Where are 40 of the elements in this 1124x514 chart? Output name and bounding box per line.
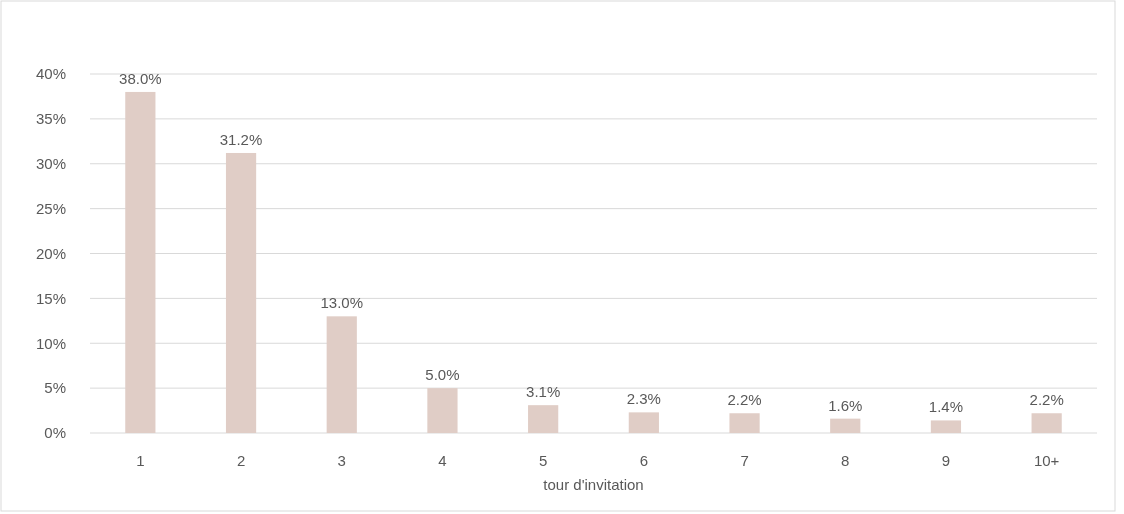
- data-label: 5.0%: [425, 366, 460, 384]
- x-axis-title: tour d'invitation: [543, 476, 644, 493]
- bar: [628, 412, 659, 433]
- bar: [930, 420, 962, 433]
- y-tick-label: 30%: [35, 155, 66, 172]
- data-label: 3.1%: [526, 383, 561, 401]
- x-tick-label: 4: [438, 452, 447, 469]
- x-tick-label: 2: [236, 452, 246, 469]
- y-tick-label: 20%: [35, 244, 66, 262]
- x-tick-label: 1: [136, 452, 145, 469]
- y-tick-label: 40%: [35, 65, 66, 83]
- bar: [1031, 413, 1062, 433]
- bar: [326, 316, 357, 433]
- y-tick-label: 35%: [35, 110, 66, 128]
- y-tick-label: 0%: [44, 424, 66, 442]
- data-label: 1.4%: [928, 398, 964, 416]
- x-tick-label: 5: [538, 452, 548, 469]
- x-tick-label: 3: [337, 452, 346, 469]
- bar: [225, 152, 257, 433]
- x-tick-label: 6: [639, 452, 649, 469]
- x-tick-label: 9: [941, 452, 951, 469]
- bar: [125, 91, 156, 433]
- x-tick-label: 10+: [1033, 452, 1060, 469]
- data-label: 2.2%: [727, 391, 762, 409]
- x-tick-label: 7: [740, 452, 749, 469]
- data-label: 1.6%: [828, 396, 863, 414]
- bar: [830, 418, 861, 433]
- y-tick-label: 10%: [35, 334, 66, 352]
- y-tick-label: 5%: [44, 379, 66, 397]
- bar: [729, 413, 760, 433]
- y-tick-label: 25%: [35, 199, 66, 217]
- x-tick-label: 8: [841, 452, 850, 469]
- data-label: 2.2%: [1029, 391, 1064, 409]
- data-label: 31.2%: [219, 130, 263, 148]
- bar: [528, 405, 559, 433]
- data-label: 2.3%: [626, 390, 661, 408]
- bar: [427, 388, 458, 433]
- data-label: 38.0%: [119, 69, 162, 87]
- data-label: 13.0%: [320, 294, 364, 312]
- y-tick-label: 15%: [35, 289, 66, 307]
